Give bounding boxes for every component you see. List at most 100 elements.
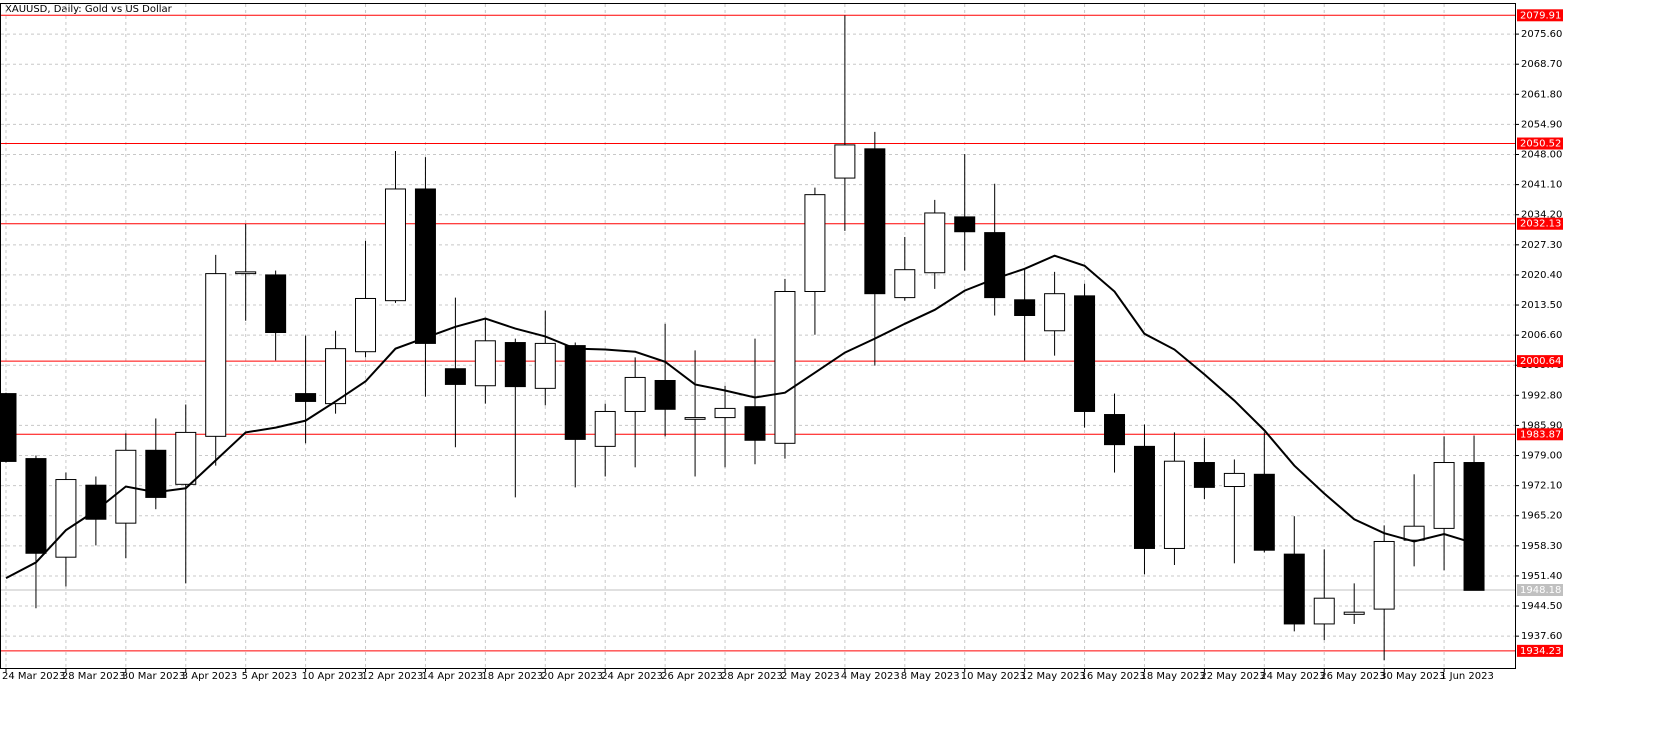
y-tick-label: 1937.60 xyxy=(1521,631,1562,642)
candle-body xyxy=(504,342,526,388)
x-tick-label: 26 Apr 2023 xyxy=(661,671,723,682)
x-tick-label: 14 Apr 2023 xyxy=(421,671,483,682)
x-tick-label: 4 May 2023 xyxy=(841,671,900,682)
candle-body xyxy=(1104,414,1126,446)
candle-body xyxy=(444,368,466,385)
level-label-box xyxy=(1517,137,1563,150)
y-tick-label: 2034.20 xyxy=(1521,210,1562,221)
x-tick-label: 2 May 2023 xyxy=(781,671,840,682)
candle-body xyxy=(1283,553,1305,625)
x-tick-label: 16 May 2023 xyxy=(1081,671,1146,682)
x-tick-label: 10 May 2023 xyxy=(961,671,1026,682)
candle-body xyxy=(744,406,766,441)
candle-body xyxy=(1313,597,1335,625)
candle-body xyxy=(1223,472,1245,488)
x-tick-label: 24 Mar 2023 xyxy=(2,671,65,682)
x-tick-label: 30 Mar 2023 xyxy=(122,671,185,682)
y-tick-label: 2054.90 xyxy=(1521,119,1562,130)
candle-body xyxy=(774,291,796,444)
x-tick-label: 24 May 2023 xyxy=(1260,671,1325,682)
candle-body xyxy=(295,393,317,402)
y-tick-label: 1992.80 xyxy=(1521,390,1562,401)
candle-body xyxy=(474,340,496,387)
candle-body xyxy=(654,379,676,410)
y-tick-label: 2013.50 xyxy=(1521,300,1562,311)
level-label: 1983.87 xyxy=(1520,429,1561,440)
x-tick-label: 20 Apr 2023 xyxy=(541,671,603,682)
level-label: 2032.13 xyxy=(1520,219,1561,230)
candle-body xyxy=(175,431,197,485)
y-tick-label: 1951.40 xyxy=(1521,571,1562,582)
candle-body xyxy=(55,479,77,558)
y-tick-label: 1958.30 xyxy=(1521,541,1562,552)
candle-body xyxy=(414,188,436,344)
x-tick-label: 30 May 2023 xyxy=(1380,671,1445,682)
candle-body xyxy=(235,271,257,275)
x-tick-label: 5 Apr 2023 xyxy=(242,671,297,682)
x-tick-label: 28 Mar 2023 xyxy=(62,671,125,682)
x-tick-label: 1 Jun 2023 xyxy=(1440,671,1494,682)
candle-body xyxy=(1133,445,1155,549)
x-tick-label: 28 Apr 2023 xyxy=(721,671,783,682)
candle-body xyxy=(1163,460,1185,549)
x-tick-label: 10 Apr 2023 xyxy=(302,671,364,682)
y-tick-label: 2075.60 xyxy=(1521,29,1562,40)
x-tick-label: 26 May 2023 xyxy=(1320,671,1385,682)
candle-body xyxy=(684,417,706,420)
chart-title: XAUUSD, Daily: Gold vs US Dollar xyxy=(5,4,173,15)
candle-body xyxy=(1253,473,1275,551)
x-tick-label: 12 May 2023 xyxy=(1021,671,1086,682)
y-tick-label: 2048.00 xyxy=(1521,150,1562,161)
y-tick-label: 1944.50 xyxy=(1521,601,1562,612)
candle-body xyxy=(265,274,287,334)
candle-body xyxy=(564,345,586,440)
candle-body xyxy=(0,393,17,462)
x-tick-label: 18 Apr 2023 xyxy=(481,671,543,682)
candle-body xyxy=(924,212,946,274)
plot-frame xyxy=(0,3,1516,669)
y-tick-label: 1985.90 xyxy=(1521,420,1562,431)
candle-body xyxy=(355,297,377,353)
candle-body xyxy=(145,449,167,498)
candle-body xyxy=(864,148,886,295)
level-label-box xyxy=(1517,9,1563,22)
x-tick-label: 24 Apr 2023 xyxy=(601,671,663,682)
candle-body xyxy=(1463,462,1485,591)
level-label: 1948.18 xyxy=(1520,585,1561,596)
candle-body xyxy=(25,458,47,554)
y-tick-label: 2006.60 xyxy=(1521,330,1562,341)
candle-body xyxy=(1044,293,1066,332)
candle-body xyxy=(534,342,556,389)
level-label-box xyxy=(1517,644,1563,657)
candle-body xyxy=(954,216,976,233)
y-tick-label: 2020.40 xyxy=(1521,270,1562,281)
candle-body xyxy=(1074,295,1096,412)
candle-body xyxy=(984,232,1006,299)
y-tick-label: 1965.20 xyxy=(1521,511,1562,522)
candle-body xyxy=(1433,462,1455,529)
moving-average xyxy=(5,254,1475,580)
candle-body xyxy=(384,188,406,302)
candle-body xyxy=(594,410,616,447)
level-label-box xyxy=(1517,428,1563,441)
candle-body xyxy=(1403,525,1425,541)
y-tick-label: 2027.30 xyxy=(1521,240,1562,251)
candle-body xyxy=(1193,462,1215,488)
candle-body xyxy=(1343,611,1365,615)
x-tick-label: 8 May 2023 xyxy=(901,671,960,682)
y-tick-label: 1979.00 xyxy=(1521,451,1562,462)
candle-body xyxy=(834,144,856,179)
level-label: 2079.91 xyxy=(1520,10,1561,21)
x-tick-label: 3 Apr 2023 xyxy=(182,671,237,682)
x-tick-label: 18 May 2023 xyxy=(1140,671,1205,682)
level-label-box xyxy=(1517,583,1563,596)
level-label: 1934.23 xyxy=(1520,646,1561,657)
y-tick-label: 2068.70 xyxy=(1521,59,1562,70)
candle-body xyxy=(1373,540,1395,610)
level-label: 2000.64 xyxy=(1520,356,1561,367)
level-label: 2050.52 xyxy=(1520,139,1561,150)
level-label-box xyxy=(1517,355,1563,368)
candle-body xyxy=(804,194,826,293)
candle-body xyxy=(325,348,347,405)
